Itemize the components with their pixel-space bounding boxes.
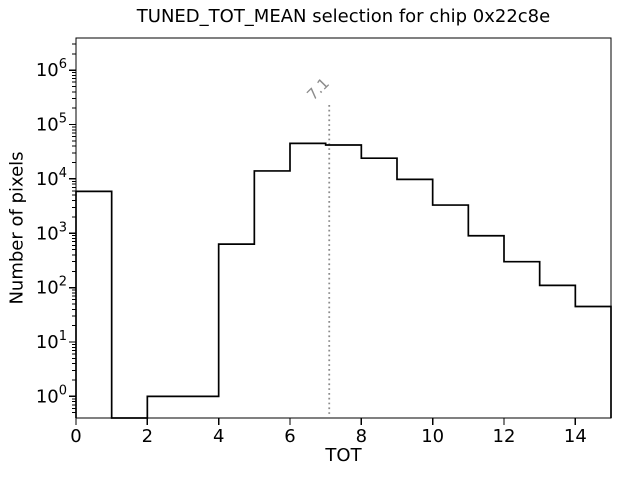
x-axis-ticks: 0 2 4 6 8 10 12 14 — [70, 418, 587, 447]
y-tick-label: 104 — [36, 166, 67, 190]
x-tick-label: 0 — [70, 426, 81, 447]
x-tick-label: 6 — [284, 426, 295, 447]
histogram-line — [75, 142, 612, 419]
y-tick-label: 102 — [36, 275, 67, 299]
y-tick-label: 106 — [36, 57, 67, 81]
plot-frame — [75, 37, 612, 419]
x-tick-label: 10 — [421, 426, 444, 447]
x-axis-label: TOT — [325, 445, 362, 466]
y-tick-label: 103 — [36, 220, 67, 244]
threshold-label: 7.1 — [303, 74, 333, 104]
y-tick-label: 100 — [36, 383, 67, 407]
y-tick-label: 101 — [36, 329, 67, 353]
x-tick-label: 8 — [356, 426, 367, 447]
x-tick-label: 2 — [142, 426, 153, 447]
y-axis-ticks: 100 101 102 103 104 105 106 — [36, 43, 76, 414]
x-tick-label: 12 — [493, 426, 516, 447]
x-tick-label: 14 — [564, 426, 587, 447]
y-tick-label: 105 — [36, 112, 67, 136]
chart-title: TUNED_TOT_MEAN selection for chip 0x22c8… — [136, 6, 551, 27]
x-tick-label: 4 — [213, 426, 224, 447]
